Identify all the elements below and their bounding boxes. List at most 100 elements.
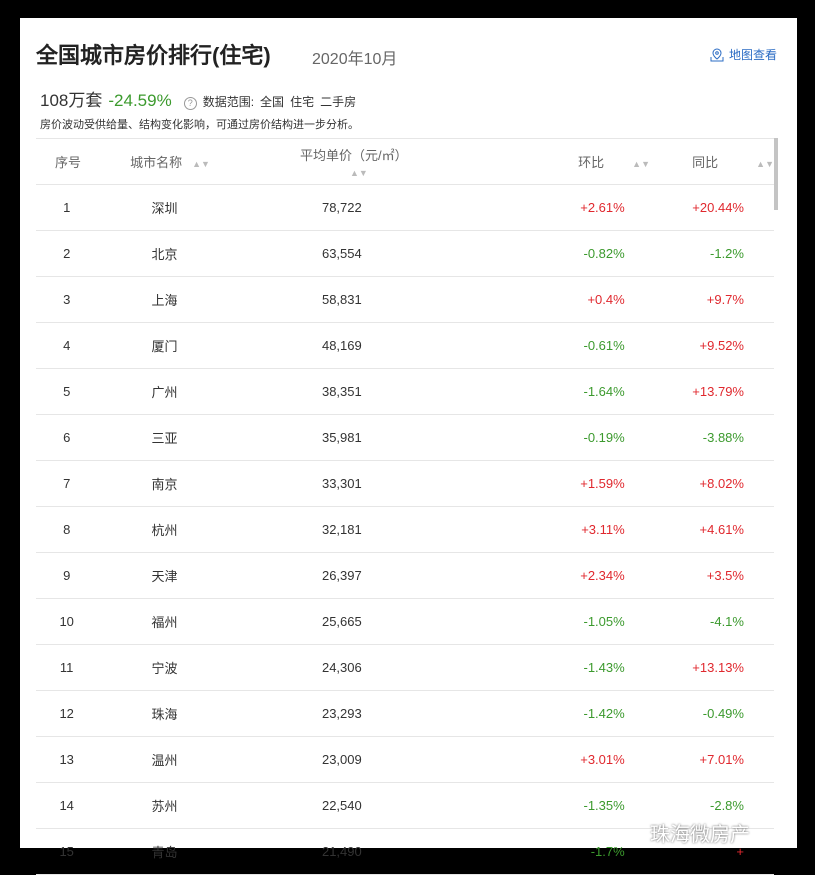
col-yoy[interactable]: 同比 ▲▼ [660, 152, 774, 171]
cell-city: 天津 [151, 569, 178, 584]
cell-price: 21,490 [321, 844, 362, 859]
cell-yoy: +3.5% [706, 568, 744, 583]
table-row[interactable]: 3 上海 58,831 +0.4% +9.7% [36, 277, 774, 323]
cell-mom: -1.7% [590, 844, 625, 859]
cell-city: 厦门 [151, 339, 178, 354]
cell-price: 58,831 [321, 292, 362, 307]
cell-city: 深圳 [151, 201, 178, 216]
cell-yoy: +4.61% [699, 522, 744, 537]
map-view-label: 地图查看 [728, 48, 777, 62]
map-pin-icon [710, 47, 724, 61]
total-change: -24.59% [108, 91, 172, 110]
ranking-table: 序号 城市名称 ▲▼ 平均单价（元/㎡） ▲▼ 环比 ▲▼ 同比 ▲▼ 1 深圳 78,72… [36, 138, 774, 875]
map-view-link[interactable]: 地图查看 [709, 46, 777, 63]
cell-yoy: +8.02% [699, 476, 744, 491]
table-row[interactable]: 1 深圳 78,722 +2.61% +20.44% [36, 185, 774, 231]
ranking-card: 全国城市房价排行(住宅) 2020年10月 地图查看 108万套 -24.59%… [20, 18, 797, 875]
cell-mom: +1.59% [580, 476, 625, 491]
col-price[interactable]: 平均单价（元/㎡） ▲▼ [240, 145, 470, 179]
col-rank: 序号 [54, 155, 81, 170]
cell-yoy: -3.88% [702, 430, 744, 445]
cell-price: 22,540 [321, 798, 362, 813]
cell-rank: 5 [63, 384, 71, 399]
table-row[interactable]: 6 三亚 35,981 -0.19% -3.88% [36, 415, 774, 461]
table-row[interactable]: 14 苏州 22,540 -1.35% -2.8% [36, 783, 774, 829]
cell-city: 杭州 [151, 523, 178, 538]
watermark: 珠海微房产 [650, 824, 750, 846]
table-row[interactable]: 5 广州 38,351 -1.64% +13.79% [36, 369, 774, 415]
table-row[interactable]: 9 天津 26,397 +2.34% +3.5% [36, 553, 774, 599]
scope-region: 全国 [260, 95, 285, 109]
cell-price: 35,981 [321, 430, 362, 445]
sort-icon[interactable]: ▲▼ [632, 159, 650, 169]
cell-mom: -1.05% [583, 614, 625, 629]
col-yoy-label: 同比 [692, 155, 719, 170]
note: 房价波动受供给量、结构变化影响，可通过房价结构进一步分析。 [40, 119, 359, 131]
cell-rank: 12 [59, 706, 74, 721]
col-mom[interactable]: 环比 ▲▼ [470, 152, 660, 171]
cell-city: 珠海 [151, 707, 178, 722]
col-price-label: 平均单价（元/㎡） [300, 147, 408, 163]
cell-mom: -0.82% [583, 246, 625, 261]
cell-mom: -0.19% [583, 430, 625, 445]
cell-rank: 3 [63, 292, 71, 307]
cell-rank: 7 [63, 476, 71, 491]
table-row[interactable]: 7 南京 33,301 +1.59% +8.02% [36, 461, 774, 507]
sort-icon[interactable]: ▲▼ [756, 159, 774, 169]
cell-city: 苏州 [151, 799, 178, 814]
stats: 108万套 -24.59% ? 数据范围: 全国 住宅 二手房 [40, 86, 356, 111]
cell-price: 78,722 [321, 200, 362, 215]
scope-market: 二手房 [320, 95, 357, 109]
cell-rank: 14 [59, 798, 74, 813]
cell-city: 温州 [151, 753, 178, 768]
cell-yoy: +20.44% [692, 200, 744, 215]
cell-price: 38,351 [321, 384, 362, 399]
cell-city: 福州 [151, 615, 178, 630]
cell-mom: -1.43% [583, 660, 625, 675]
cell-yoy: +9.52% [699, 338, 744, 353]
table-row[interactable]: 8 杭州 32,181 +3.11% +4.61% [36, 507, 774, 553]
cell-yoy: -0.49% [702, 706, 744, 721]
cell-rank: 11 [59, 660, 74, 675]
sort-icon[interactable]: ▲▼ [350, 167, 368, 178]
cell-city: 上海 [151, 293, 178, 308]
sort-icon[interactable]: ▲▼ [192, 159, 210, 169]
cell-price: 32,181 [321, 522, 362, 537]
cell-price: 23,009 [321, 752, 362, 767]
help-icon[interactable]: ? [183, 97, 197, 110]
page-title: 全国城市房价排行(住宅) [36, 43, 271, 68]
cell-yoy: +9.7% [706, 292, 744, 307]
cell-rank: 8 [63, 522, 71, 537]
cell-rank: 13 [59, 752, 74, 767]
cell-city: 广州 [151, 385, 178, 400]
scrollbar[interactable] [774, 138, 778, 210]
cell-yoy: -4.1% [710, 614, 744, 629]
table-row[interactable]: 2 北京 63,554 -0.82% -1.2% [36, 231, 774, 277]
cell-mom: -1.42% [583, 706, 625, 721]
cell-city: 宁波 [151, 661, 178, 676]
scope-type: 住宅 [290, 95, 315, 109]
cell-mom: +2.34% [580, 568, 625, 583]
table-header: 序号 城市名称 ▲▼ 平均单价（元/㎡） ▲▼ 环比 ▲▼ 同比 ▲▼ [36, 138, 774, 185]
cell-mom: -0.61% [583, 338, 625, 353]
cell-price: 25,665 [321, 614, 362, 629]
table-row[interactable]: 13 温州 23,009 +3.01% +7.01% [36, 737, 774, 783]
cell-rank: 6 [63, 430, 71, 445]
cell-rank: 2 [63, 246, 71, 261]
col-city[interactable]: 城市名称 ▲▼ [100, 152, 240, 171]
cell-mom: +0.4% [587, 292, 625, 307]
date-label: 2020年10月 [312, 51, 398, 68]
table-row[interactable]: 4 厦门 48,169 -0.61% +9.52% [36, 323, 774, 369]
cell-price: 24,306 [321, 660, 362, 675]
cell-yoy: -2.8% [710, 798, 744, 813]
cell-rank: 4 [63, 338, 71, 353]
cell-yoy: +7.01% [699, 752, 744, 767]
cell-mom: +2.61% [580, 200, 625, 215]
table-row[interactable]: 11 宁波 24,306 -1.43% +13.13% [36, 645, 774, 691]
table-row[interactable]: 12 珠海 23,293 -1.42% -0.49% [36, 691, 774, 737]
cell-mom: +3.11% [581, 522, 625, 537]
cell-mom: -1.64% [583, 384, 625, 399]
cell-yoy: -1.2% [710, 246, 744, 261]
table-row[interactable]: 10 福州 25,665 -1.05% -4.1% [36, 599, 774, 645]
cell-yoy: +13.13% [692, 660, 744, 675]
